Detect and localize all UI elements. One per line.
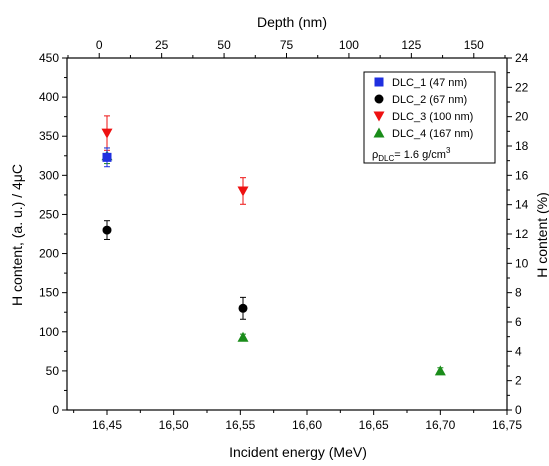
dlc4-point [237, 331, 249, 342]
x2-tick-label: 50 [217, 38, 231, 52]
y2-tick-label: 22 [515, 80, 529, 94]
x-axis-title: Incident energy (MeV) [229, 444, 367, 460]
y2-tick-label: 10 [515, 256, 529, 270]
dlc4-point [434, 365, 446, 376]
dlc2-point [238, 303, 248, 313]
y2-tick-label: 24 [515, 51, 529, 65]
x2-tick-label: 150 [464, 38, 484, 52]
y2-tick-label: 20 [515, 110, 529, 124]
axis-ticks [62, 53, 512, 415]
y2-tick-label: 16 [515, 168, 529, 182]
legend: DLC_1 (47 nm) DLC_2 (67 nm) DLC_3 (100 n… [363, 71, 496, 164]
data-points [101, 115, 446, 376]
y-axis-title: H content, (a. u.) / 4μC [9, 164, 25, 306]
y2-tick-label: 18 [515, 139, 529, 153]
x-tick-label: 16,50 [159, 418, 189, 432]
legend-markers [373, 77, 385, 138]
legend-marker-dlc1 [374, 77, 384, 87]
x-tick-label: 16,60 [292, 418, 322, 432]
legend-marker-dlc4 [373, 127, 385, 138]
dlc3-point [237, 186, 249, 197]
density-annotation: ρDLC= 1.6 g/cm3 [372, 146, 451, 163]
x-tick-label: 16,45 [92, 418, 122, 432]
density-value: = 1.6 g/cm [394, 149, 446, 161]
x2-axis-title: Depth (nm) [257, 14, 327, 30]
x-tick-label: 16,70 [425, 418, 455, 432]
rho-subscript: DLC [378, 154, 394, 163]
legend-label-dlc2: DLC_2 (67 nm) [392, 94, 467, 106]
y2-axis-title: H content (%) [534, 192, 549, 278]
x-tick-label: 16,55 [225, 418, 255, 432]
dlc2-point [102, 225, 112, 235]
x-tick-label: 16,75 [492, 418, 522, 432]
x2-tick-label: 0 [96, 38, 103, 52]
y-tick-label: 50 [46, 364, 60, 378]
y-tick-label: 250 [39, 207, 59, 221]
dlc3-point [101, 128, 113, 139]
y2-tick-label: 12 [515, 227, 529, 241]
y2-tick-label: 6 [515, 315, 522, 329]
y2-tick-label: 0 [515, 403, 522, 417]
y-tick-label: 200 [39, 247, 59, 261]
y-tick-label: 150 [39, 286, 59, 300]
y-tick-label: 100 [39, 325, 59, 339]
tick-labels: 16,45 16,50 16,55 16,60 16,65 16,70 16,750 25 50… [39, 38, 529, 432]
y2-tick-label: 4 [515, 344, 522, 358]
legend-box [363, 71, 496, 164]
rho-symbol: ρ [372, 149, 378, 161]
density-unit-exponent: 3 [446, 146, 451, 155]
x2-tick-label: 100 [339, 38, 359, 52]
legend-label-dlc3: DLC_3 (100 nm) [392, 111, 473, 123]
y-tick-label: 350 [39, 129, 59, 143]
x2-tick-label: 125 [401, 38, 421, 52]
y2-tick-label: 2 [515, 374, 522, 388]
legend-marker-dlc3 [373, 111, 385, 122]
y-tick-label: 400 [39, 90, 59, 104]
x2-tick-label: 25 [155, 38, 169, 52]
y-tick-label: 0 [52, 403, 59, 417]
x2-tick-label: 75 [280, 38, 294, 52]
legend-label-dlc4: DLC_4 (167 nm) [392, 128, 473, 140]
dlc1-point [102, 152, 112, 162]
y-tick-label: 300 [39, 168, 59, 182]
y2-tick-label: 8 [515, 286, 522, 300]
legend-label-dlc1: DLC_1 (47 nm) [392, 77, 467, 89]
y-tick-label: 450 [39, 51, 59, 65]
legend-marker-dlc2 [374, 94, 384, 104]
x-tick-label: 16,65 [359, 418, 389, 432]
y2-tick-label: 14 [515, 198, 529, 212]
